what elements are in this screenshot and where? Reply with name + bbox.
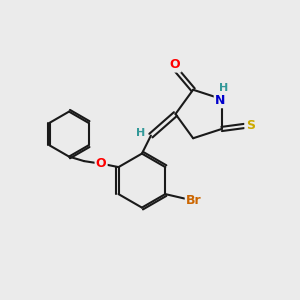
Text: S: S [246, 119, 255, 133]
Text: N: N [215, 94, 225, 107]
Text: Br: Br [186, 194, 202, 207]
Text: H: H [218, 82, 228, 93]
Text: H: H [136, 128, 145, 138]
Text: O: O [170, 58, 180, 71]
Text: O: O [96, 157, 106, 170]
